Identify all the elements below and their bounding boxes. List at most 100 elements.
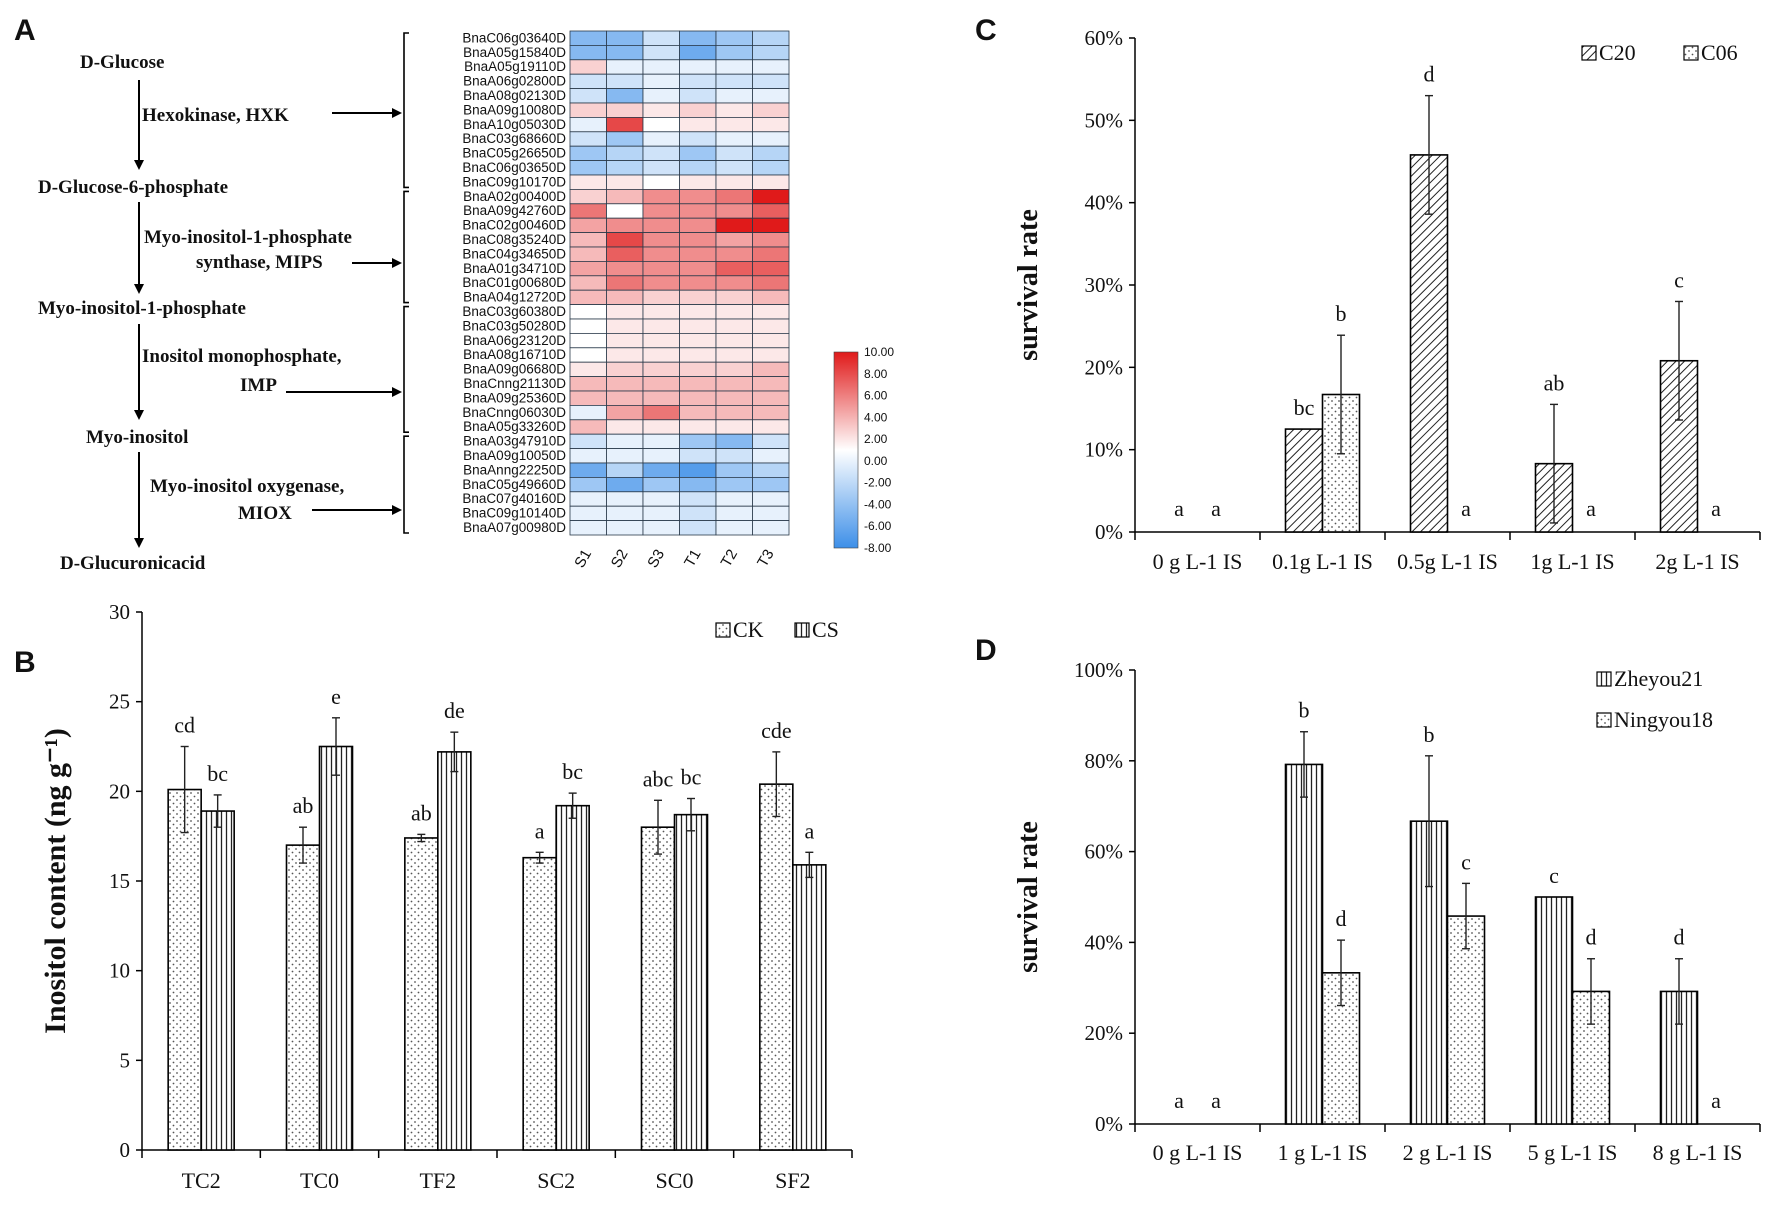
- colorbar-tick-label: -4.00: [864, 497, 892, 511]
- heatmap-gene-label: BnaA02g00400D: [463, 189, 566, 204]
- significance-label: bc: [562, 759, 583, 784]
- y-tick-label: 20%: [1085, 355, 1124, 379]
- heatmap-cell: [715, 462, 753, 478]
- heatmap-cell: [752, 145, 790, 161]
- heatmap-column-label: S3: [644, 546, 668, 570]
- pathway-node-mi1p: Myo-inositol-1-phosphate: [38, 298, 246, 319]
- heatmap-column-label: S1: [571, 546, 595, 570]
- significance-label: b: [1336, 301, 1347, 326]
- enzyme-miox-line1: Myo-inositol oxygenase,: [150, 476, 344, 497]
- heatmap-cell: [606, 491, 644, 507]
- heatmap-cell: [752, 433, 790, 450]
- bar-ningyou18: [1446, 915, 1486, 1125]
- heatmap-gene-label: BnaA06g23120D: [463, 333, 566, 348]
- heatmap-cell: [606, 361, 644, 378]
- significance-label: a: [1174, 496, 1184, 521]
- heatmap-cell: [715, 376, 753, 392]
- heatmap-gene-label: BnaC04g34650D: [462, 246, 566, 261]
- heatmap-cell: [715, 188, 753, 205]
- heatmap-cell: [606, 73, 644, 89]
- heatmap-cell: [752, 117, 790, 133]
- heatmap-group-bracket: [403, 305, 409, 433]
- heatmap-cell: [606, 289, 644, 306]
- heatmap-cell: [606, 45, 644, 61]
- significance-label: a: [1211, 496, 1221, 521]
- heatmap-cell: [606, 217, 644, 233]
- heatmap-cell: [679, 462, 717, 478]
- heatmap-cell: [606, 174, 644, 190]
- heatmap-cell: [642, 174, 680, 190]
- heatmap-column-label: T1: [681, 546, 704, 570]
- pathway-node-g6p: D-Glucose-6-phosphate: [38, 177, 228, 198]
- heatmap-cell: [752, 102, 790, 118]
- heatmap-cell: [752, 376, 790, 392]
- heatmap-gene-label: BnaA05g15840D: [463, 45, 566, 60]
- heatmap-cell: [752, 476, 790, 493]
- heatmap-gene-label: BnaAnng22250D: [463, 462, 566, 477]
- heatmap-cell: [752, 491, 790, 507]
- colorbar-tick-label: -2.00: [864, 476, 892, 490]
- bar-cs: [673, 813, 709, 1151]
- heatmap-column-label: S2: [608, 546, 632, 570]
- heatmap-group-bracket: [403, 190, 409, 304]
- heatmap-cell: [752, 260, 790, 277]
- enzyme-miox-line2: MIOX: [238, 503, 292, 524]
- heatmap-cell: [679, 404, 717, 421]
- heatmap-column-label: T2: [718, 546, 741, 570]
- heatmap-cell: [752, 88, 790, 104]
- heatmap-gene-label: BnaCnng06030D: [462, 405, 566, 420]
- heatmap-cell: [642, 217, 680, 233]
- heatmap-cell: [642, 188, 680, 205]
- bar-zheyou21: [1284, 763, 1324, 1125]
- bar-ck: [522, 856, 557, 1151]
- heatmap-gene-label: BnaA07g00980D: [463, 520, 566, 535]
- y-tick-label: 15: [109, 869, 130, 893]
- y-axis-label: Inositol content (ng g⁻¹): [39, 728, 72, 1034]
- significance-label: cd: [174, 713, 195, 738]
- heatmap-cell: [569, 246, 607, 262]
- legend-swatch-cs: [794, 622, 810, 638]
- y-tick-label: 30: [109, 600, 130, 624]
- bar-zheyou21: [1534, 896, 1574, 1125]
- heatmap-cell: [642, 117, 680, 133]
- heatmap-cell: [642, 30, 680, 46]
- heatmap-cell: [752, 520, 790, 536]
- x-tick-label: TC2: [182, 1168, 221, 1193]
- x-tick-label: 2 g L-1 IS: [1403, 1140, 1493, 1165]
- heatmap-cell: [752, 462, 790, 478]
- heatmap-cell: [642, 145, 680, 161]
- bar-c20: [1409, 154, 1449, 533]
- heatmap-cell: [752, 419, 790, 435]
- significance-label: d: [1586, 925, 1597, 950]
- x-tick-label: 0.5g L-1 IS: [1397, 549, 1498, 574]
- x-tick-label: 0 g L-1 IS: [1153, 1140, 1243, 1165]
- heatmap-cell: [679, 217, 717, 233]
- heatmap-cell: [715, 117, 753, 133]
- colorbar-tick-label: 0.00: [864, 454, 888, 468]
- x-tick-label: 5 g L-1 IS: [1528, 1140, 1618, 1165]
- panel-letter-b: B: [14, 646, 36, 679]
- y-tick-label: 20%: [1085, 1021, 1124, 1045]
- heatmap-cell: [715, 332, 753, 349]
- significance-label: e: [331, 684, 341, 709]
- significance-label: cde: [761, 718, 792, 743]
- heatmap-cell: [679, 203, 717, 219]
- heatmap-cell: [606, 117, 644, 133]
- heatmap-cell: [606, 131, 644, 147]
- significance-label: a: [1461, 496, 1471, 521]
- heatmap-cell: [606, 347, 644, 363]
- bar-ck: [167, 788, 202, 1151]
- heatmap-cell: [642, 131, 680, 147]
- heatmap-cell: [569, 347, 607, 363]
- heatmap-gene-label: BnaC05g26650D: [462, 146, 566, 161]
- heatmap-cell: [642, 376, 680, 392]
- significance-label: ab: [293, 793, 314, 818]
- legend-swatch-zheyou21: [1596, 671, 1612, 687]
- enzyme-imp-line1: Inositol monophosphate,: [142, 346, 342, 367]
- heatmap-cell: [569, 203, 607, 219]
- legend-label-cs: CS: [812, 617, 839, 642]
- significance-label: a: [1211, 1088, 1221, 1113]
- heatmap-gene-label: BnaA09g10080D: [463, 102, 566, 117]
- heatmap-group-bracket: [403, 32, 409, 189]
- heatmap-cell: [569, 505, 607, 522]
